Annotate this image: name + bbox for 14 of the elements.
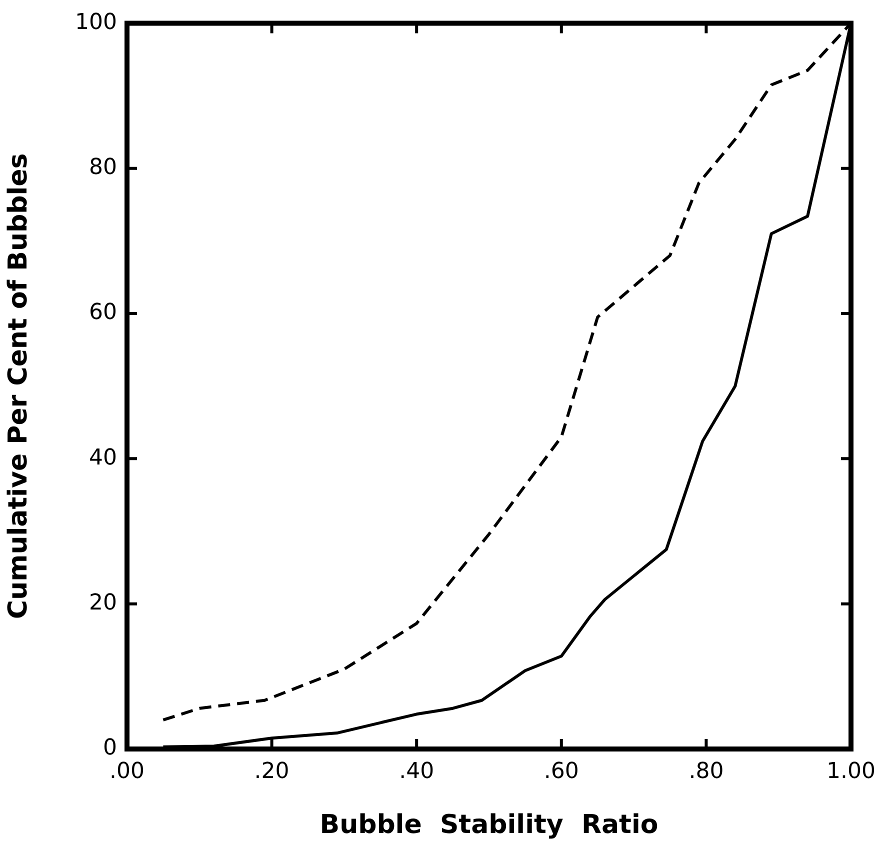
y-tick-label: 0 — [103, 736, 117, 761]
x-tick-label: .20 — [254, 758, 290, 784]
x-tick-label: 1.00 — [826, 758, 876, 784]
x-axis-title: Bubble Stability Ratio — [320, 810, 658, 840]
x-tick-label: .80 — [688, 758, 724, 784]
y-tick-label: 60 — [89, 300, 117, 326]
y-tick-label: 20 — [89, 590, 117, 616]
y-tick-label: 40 — [89, 445, 117, 470]
x-tick-label: .00 — [110, 758, 144, 784]
x-tick-label: .60 — [544, 758, 579, 784]
y-axis-title: Cumulative Per Cent of Bubbles — [3, 153, 34, 619]
x-tick-label: .40 — [399, 758, 434, 784]
y-tick-label: 80 — [89, 155, 117, 180]
y-tick-label: 100 — [75, 10, 117, 35]
